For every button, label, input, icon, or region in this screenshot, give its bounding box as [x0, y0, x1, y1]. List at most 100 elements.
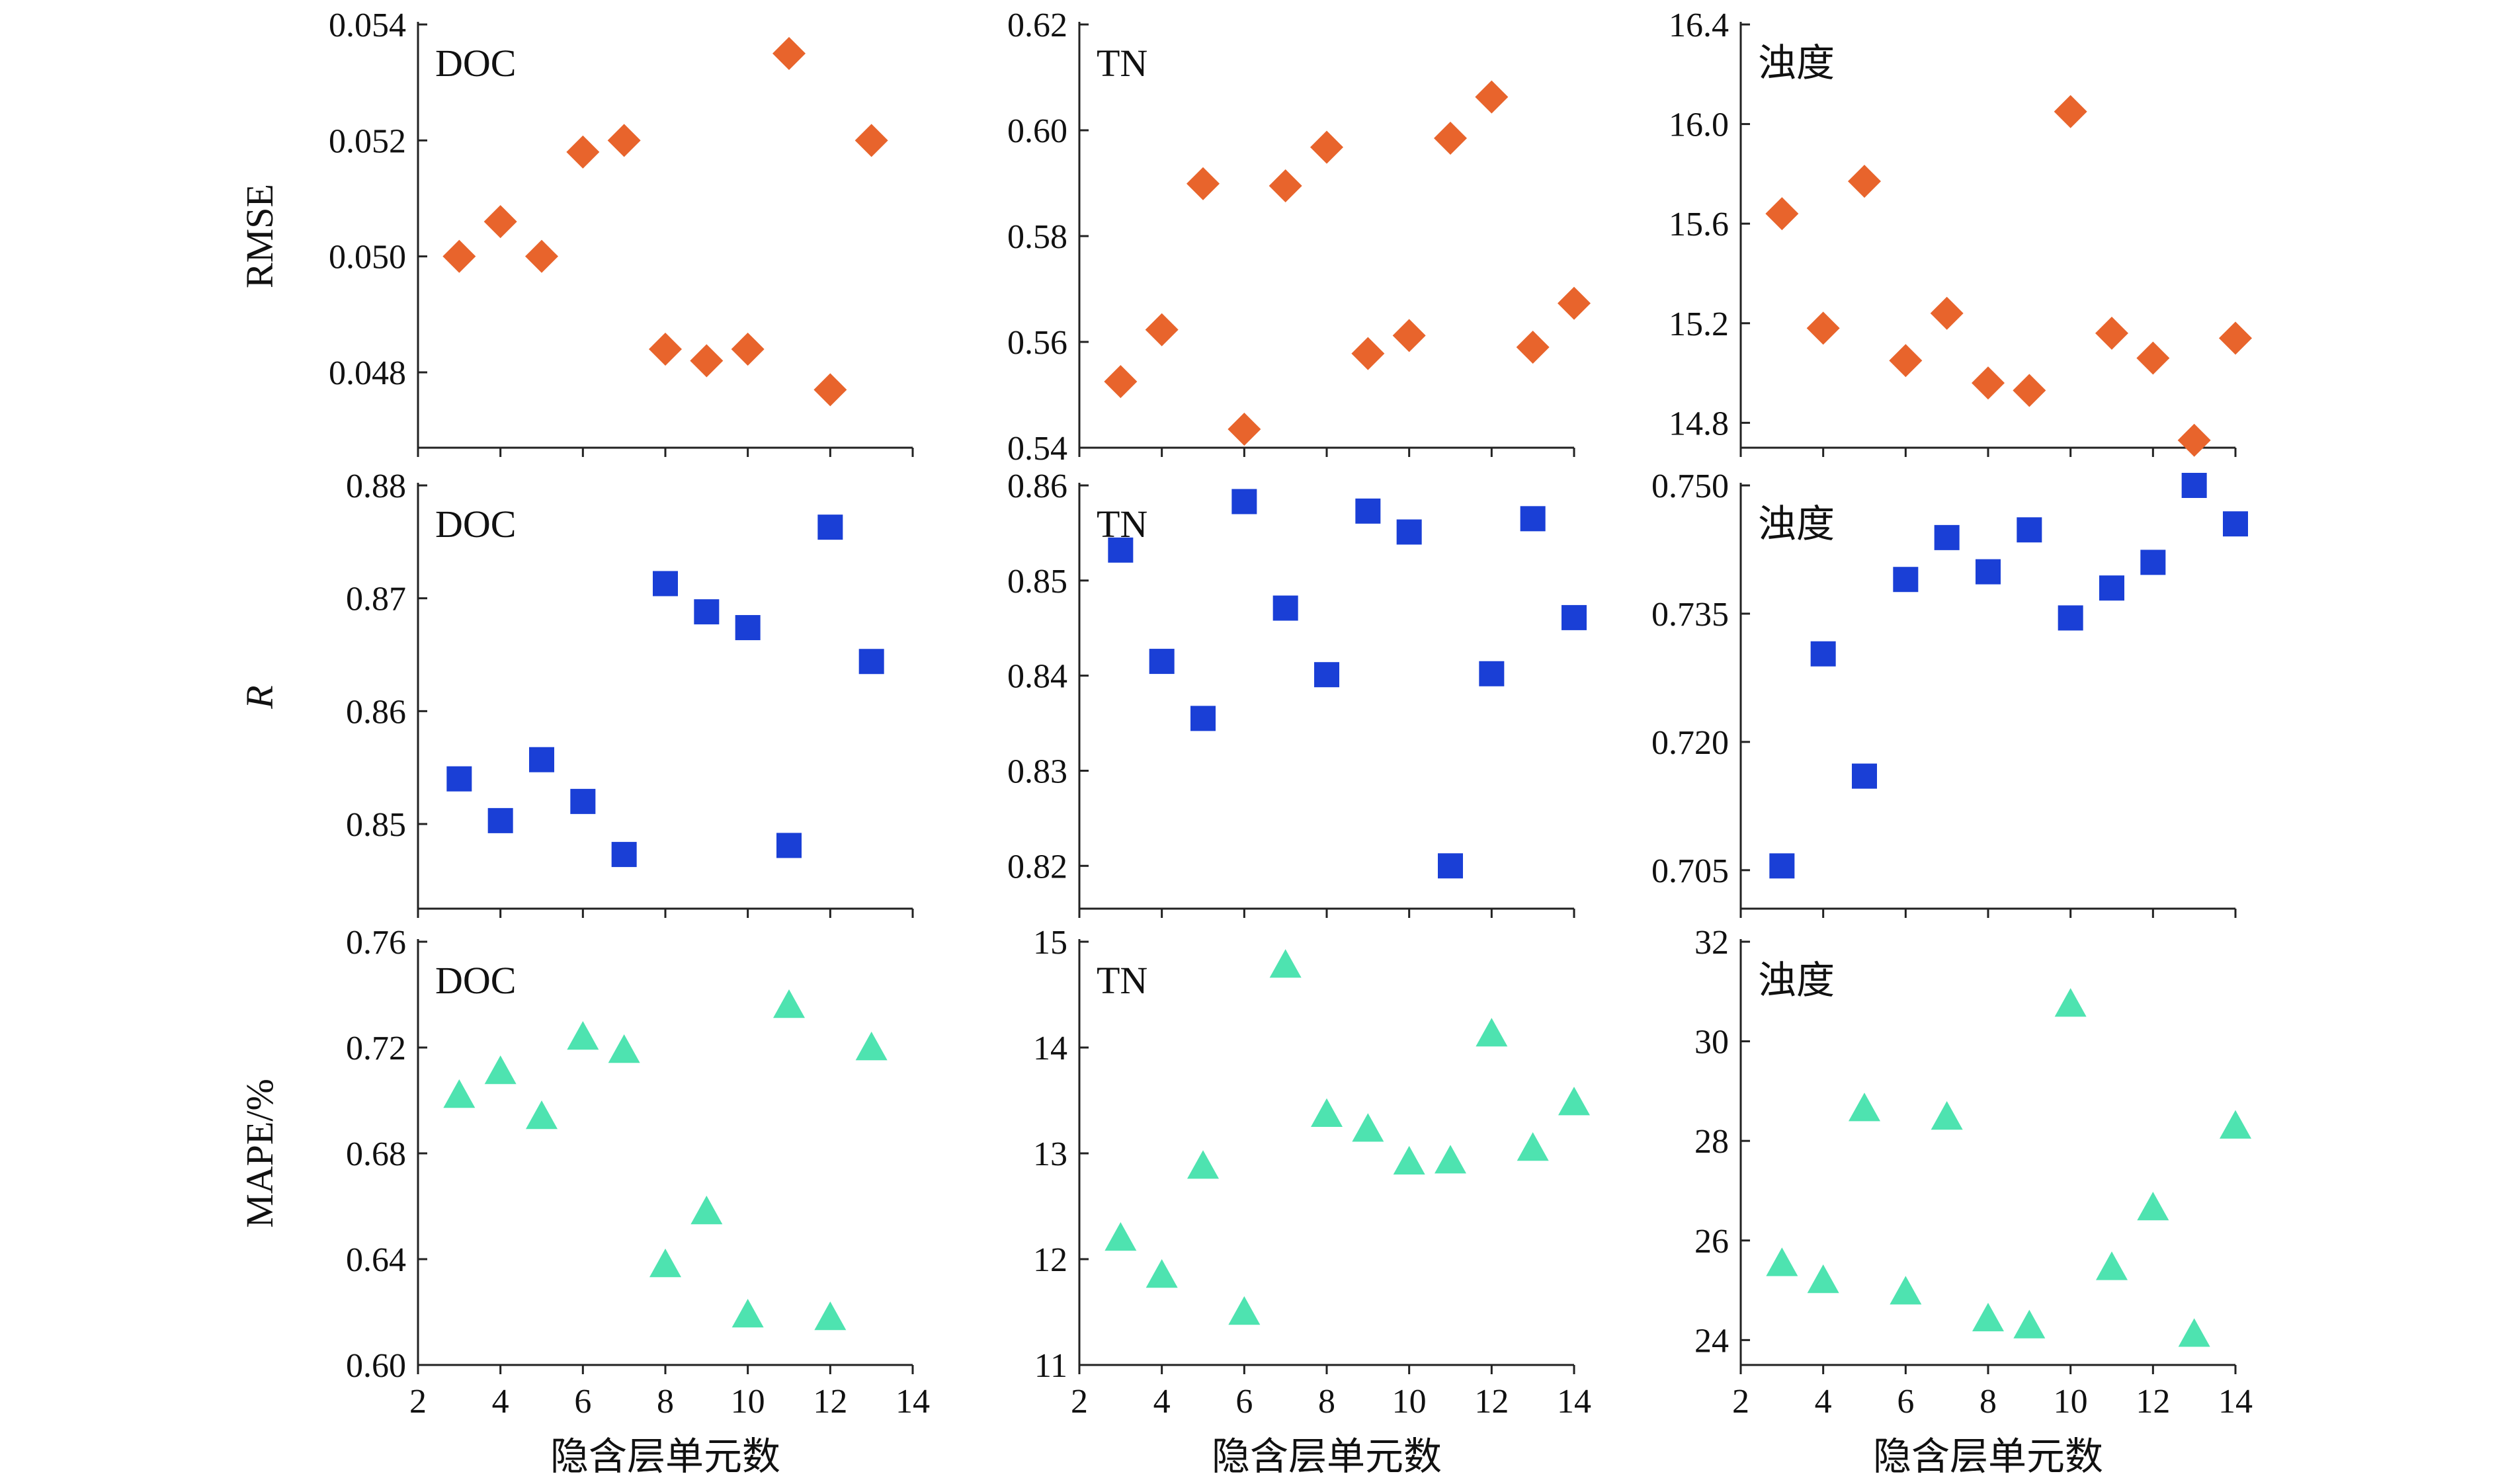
panel-label: 浊度 [1758, 42, 1835, 85]
y-tick-label: 0.85 [1007, 563, 1067, 600]
y-tick-label: 0.052 [329, 122, 406, 160]
data-point-square [2058, 605, 2083, 631]
data-point-diamond [854, 124, 888, 157]
data-point-triangle [773, 989, 805, 1018]
data-point-square [1438, 853, 1463, 879]
y-tick-label: 26 [1694, 1223, 1729, 1260]
data-point-triangle [526, 1100, 558, 1130]
data-point-square [1396, 519, 1422, 545]
data-point-diamond [813, 373, 847, 407]
data-point-diamond [1930, 296, 1964, 330]
y-tick-label: 0.86 [346, 693, 406, 731]
data-point-square [1149, 649, 1175, 675]
data-point-diamond [1475, 80, 1509, 114]
data-point-triangle [1558, 1087, 1590, 1116]
x-tick-label: 4 [1153, 1383, 1171, 1421]
x-tick-label: 10 [731, 1383, 765, 1421]
panel-r-turbidity: 0.705 0.720 0.735 0.750 浊度 [1651, 468, 2248, 918]
x-tick-label: 6 [1897, 1383, 1914, 1421]
data-point-square [1231, 489, 1257, 515]
data-point-square [1934, 524, 1960, 550]
data-point-triangle [2013, 1309, 2046, 1339]
data-point-square [1108, 537, 1134, 563]
data-point-triangle [814, 1301, 847, 1331]
panel-mape-tn: 11 12 13 14 15 2 4 6 8 10 12 14 TN 隐含层单元数 [1033, 924, 1591, 1478]
data-point-triangle [649, 1249, 681, 1278]
data-point-diamond [772, 36, 806, 70]
data-point-diamond [2177, 423, 2211, 457]
y-axis-label: RMSE [238, 184, 281, 288]
data-point-diamond [1310, 130, 1343, 164]
data-point-diamond [1351, 337, 1385, 370]
data-point-diamond [2219, 321, 2252, 355]
data-point-triangle [2220, 1110, 2251, 1139]
data-point-square [2181, 473, 2207, 498]
data-point-square [446, 766, 472, 792]
data-point-square [1190, 706, 1216, 731]
data-point-triangle [855, 1032, 888, 1061]
y-tick-label: 0.54 [1007, 430, 1067, 468]
data-point-triangle [1228, 1296, 1261, 1325]
data-point-square [1769, 853, 1795, 879]
y-tick-label: 0.83 [1007, 753, 1067, 790]
y-axis-label: R [238, 685, 281, 709]
data-point-square [1852, 763, 1877, 789]
data-point-diamond [1972, 366, 2005, 400]
x-tick-label: 12 [813, 1383, 847, 1421]
y-tick-label: 0.62 [1007, 7, 1067, 44]
y-tick-label: 0.82 [1007, 848, 1067, 886]
y-tick-label: 0.85 [346, 806, 406, 844]
panel-label: DOC [435, 503, 516, 546]
data-point-triangle [2137, 1192, 2169, 1221]
y-tick-label: 0.68 [346, 1135, 406, 1173]
data-point-square [1976, 559, 2001, 585]
panel-rmse-doc: 0.048 0.050 0.052 0.054 DOC RMSE [238, 7, 914, 457]
data-point-triangle [1435, 1145, 1466, 1174]
data-point-square [776, 833, 802, 858]
y-tick-label: 0.720 [1651, 724, 1729, 762]
data-point-diamond [1516, 331, 1550, 364]
data-point-triangle [1146, 1259, 1178, 1288]
y-tick-label: 0.60 [1007, 112, 1067, 150]
panel-label: TN [1097, 959, 1147, 1002]
x-axis-label: 隐含层单元数 [550, 1435, 780, 1478]
data-point-triangle [1393, 1145, 1425, 1175]
y-tick-label: 15 [1033, 924, 1067, 962]
y-tick-label: 14 [1033, 1030, 1067, 1067]
y-tick-label: 0.735 [1651, 596, 1729, 634]
y-tick-label: 16.0 [1669, 106, 1729, 144]
data-point-diamond [731, 332, 765, 366]
y-tick-label: 0.87 [346, 581, 406, 618]
data-point-square [611, 842, 637, 868]
data-point-triangle [1972, 1302, 2004, 1332]
panel-label: 浊度 [1758, 503, 1835, 546]
y-tick-label: 30 [1694, 1024, 1729, 1061]
data-point-square [1520, 506, 1546, 532]
y-tick-label: 0.705 [1651, 852, 1729, 890]
data-point-triangle [1931, 1101, 1963, 1130]
x-tick-label: 14 [1557, 1383, 1591, 1421]
data-point-diamond [649, 332, 682, 366]
data-point-triangle [1890, 1276, 1922, 1305]
panel-label: TN [1097, 42, 1147, 85]
data-point-square [1479, 661, 1505, 686]
data-point-square [2140, 550, 2166, 575]
y-tick-label: 0.60 [346, 1347, 406, 1385]
y-tick-label: 16.4 [1669, 7, 1729, 44]
data-point-square [694, 599, 720, 625]
data-point-diamond [566, 135, 600, 169]
data-point-diamond [1765, 197, 1799, 231]
data-point-triangle [567, 1021, 599, 1050]
data-point-triangle [2178, 1318, 2210, 1347]
data-point-square [1355, 498, 1381, 524]
data-point-triangle [690, 1196, 723, 1225]
data-point-triangle [1104, 1222, 1137, 1251]
x-axis-label: 隐含层单元数 [1212, 1435, 1442, 1478]
y-tick-label: 12 [1033, 1241, 1067, 1279]
data-point-triangle [1476, 1018, 1508, 1047]
y-tick-label: 24 [1694, 1322, 1729, 1360]
y-tick-label: 0.56 [1007, 324, 1067, 362]
data-point-triangle [1766, 1247, 1798, 1276]
y-tick-label: 11 [1034, 1347, 1067, 1385]
